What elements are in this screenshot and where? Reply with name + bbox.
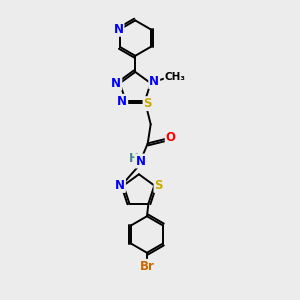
Text: S: S: [154, 179, 163, 192]
Text: S: S: [143, 97, 152, 110]
Text: H: H: [129, 152, 139, 165]
Text: N: N: [115, 179, 125, 192]
Text: N: N: [117, 95, 127, 108]
Text: Br: Br: [140, 260, 154, 273]
Text: N: N: [149, 75, 159, 88]
Text: N: N: [111, 77, 121, 90]
Text: CH₃: CH₃: [165, 72, 186, 82]
Text: O: O: [166, 131, 176, 144]
Text: N: N: [113, 23, 124, 36]
Text: N: N: [135, 154, 146, 167]
